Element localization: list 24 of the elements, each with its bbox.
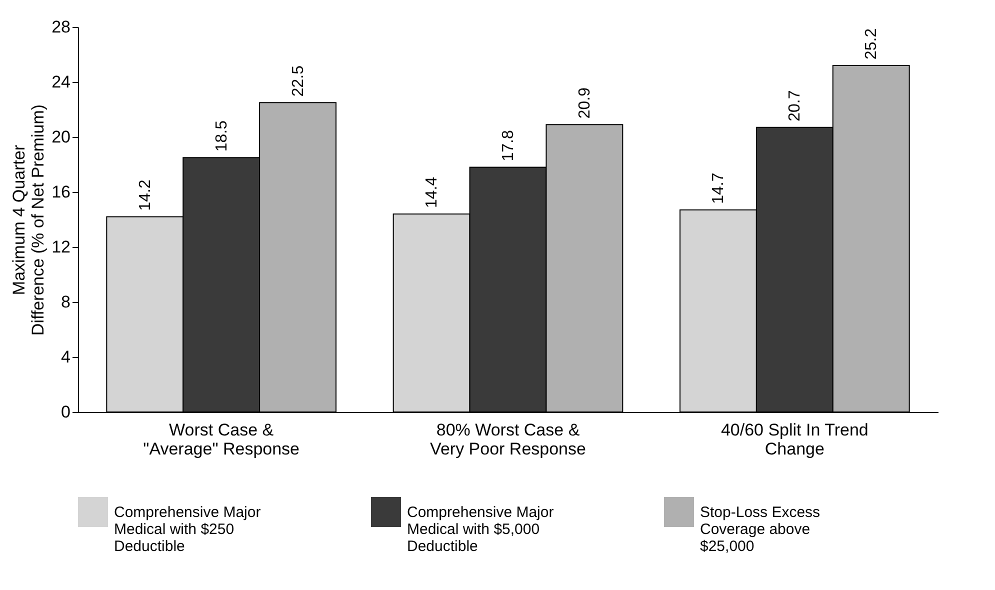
- y-tick-label: 16: [52, 182, 70, 202]
- legend-label: Stop-Loss Excess Coverage above $25,000: [700, 504, 820, 555]
- data-label: 14.4: [424, 176, 441, 208]
- data-label: 18.5: [213, 120, 230, 152]
- legend-label: Comprehensive Major Medical with $250 Deductible: [114, 504, 261, 555]
- legend-label: Comprehensive Major Medical with $5,000 Deductible: [407, 504, 554, 555]
- y-tick-label: 24: [52, 72, 70, 92]
- y-tick-label: 28: [52, 18, 70, 36]
- data-label: 25.2: [863, 28, 880, 60]
- x-tick-label: Worst Case & "Average" Response: [143, 420, 300, 458]
- x-tick-label: 80% Worst Case & Very Poor Response: [430, 420, 586, 458]
- y-tick-label: 20: [52, 128, 70, 146]
- data-label: 20.7: [786, 90, 804, 122]
- y-tick-label: 8: [61, 292, 70, 312]
- y-tick-label: 12: [52, 238, 70, 256]
- x-tick-label: 40/60 Split In Trend Change: [720, 420, 868, 458]
- y-tick-label: 4: [61, 348, 70, 366]
- data-label: 14.2: [136, 180, 154, 211]
- data-label: 20.9: [576, 87, 594, 119]
- data-label: 14.7: [710, 172, 728, 204]
- data-label: 17.8: [500, 130, 517, 162]
- y-tick-label: 0: [61, 402, 70, 422]
- data-label: 22.5: [290, 65, 307, 97]
- y-axis-title: Maximum 4 Quarter Difference (% of Net Premium): [10, 104, 48, 336]
